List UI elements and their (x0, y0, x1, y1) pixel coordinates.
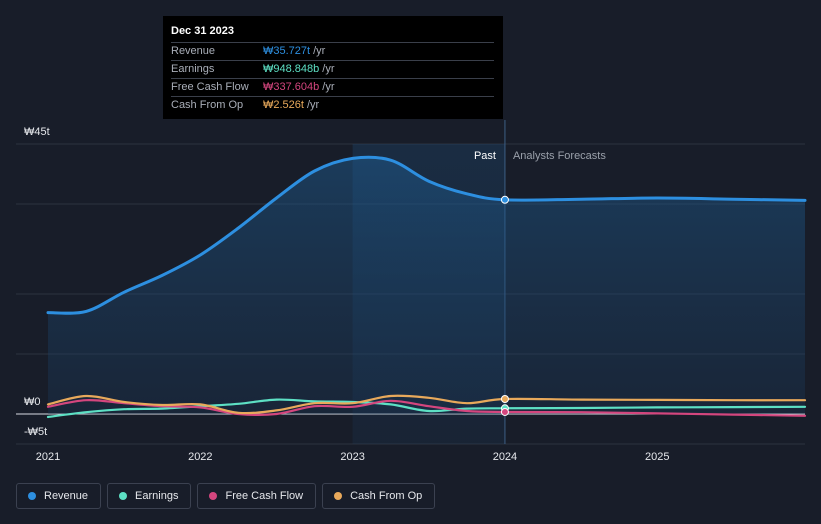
analysts-forecasts-label: Analysts Forecasts (512, 150, 606, 162)
free-cash-flow-marker (500, 407, 509, 416)
legend-item-revenue[interactable]: Revenue (16, 483, 102, 509)
x-tick-label: 2025 (645, 451, 670, 463)
tooltip-row-free-cash-flow: Free Cash Flow ₩337.604b /yr (171, 78, 494, 96)
chart-canvas (16, 120, 807, 445)
legend-item-free-cash-flow[interactable]: Free Cash Flow (197, 483, 317, 509)
y-tick-label: ₩0 (24, 396, 41, 408)
tooltip-date: Dec 31 2023 (171, 25, 234, 37)
tooltip-label: Cash From Op (171, 99, 244, 111)
revenue-line (46, 155, 807, 315)
tooltip: Dec 31 2023 Revenue ₩35.727t /yr Earning… (163, 16, 503, 119)
x-tick-label: 2024 (492, 451, 518, 463)
x-tick-label: 2022 (188, 451, 213, 463)
tooltip-label: Revenue (171, 45, 216, 57)
earnings-dot-icon (119, 492, 128, 500)
tooltip-row-revenue: Revenue ₩35.727t /yr (171, 42, 494, 60)
tooltip-value: ₩337.604b (263, 81, 320, 93)
tooltip-row-earnings: Earnings ₩948.848b /yr (171, 60, 494, 78)
legend-label: Cash From Op (350, 490, 423, 502)
legend-label: Free Cash Flow (225, 490, 304, 502)
tooltip-value: ₩2.526t (263, 99, 304, 111)
y-tick-label: ₩45t (24, 126, 50, 138)
x-tick-label: 2023 (340, 451, 365, 463)
tooltip-row-cash-from-op: Cash From Op ₩2.526t /yr (171, 96, 494, 114)
tooltip-unit: /yr (313, 45, 326, 57)
legend-label: Revenue (44, 490, 89, 502)
legend-item-earnings[interactable]: Earnings (107, 483, 192, 509)
tooltip-unit: /yr (306, 99, 320, 111)
tooltip-label: Free Cash Flow (171, 81, 249, 93)
x-tick-label: 2021 (35, 451, 61, 463)
tooltip-value: ₩948.848b (263, 63, 320, 75)
cash-from-op-marker (500, 395, 509, 403)
free-cash-flow-dot-icon (209, 492, 218, 500)
tooltip-label: Earnings (171, 63, 215, 75)
legend-item-cash-from-op[interactable]: Cash From Op (322, 483, 436, 509)
y-tick-label: -₩5t (24, 426, 48, 438)
tooltip-unit: /yr (322, 63, 335, 75)
revenue-area (48, 157, 805, 414)
revenue-marker (500, 195, 509, 204)
tooltip-value: ₩35.727t (263, 45, 311, 57)
cash-from-op-line (46, 394, 807, 415)
past-label: Past (473, 150, 496, 162)
cash-from-op-dot-icon (334, 492, 343, 500)
legend: Revenue Earnings Free Cash Flow Cash Fro… (16, 483, 436, 509)
legend-label: Earnings (135, 490, 179, 502)
tooltip-unit: /yr (322, 81, 335, 93)
revenue-dot-icon (28, 492, 36, 500)
